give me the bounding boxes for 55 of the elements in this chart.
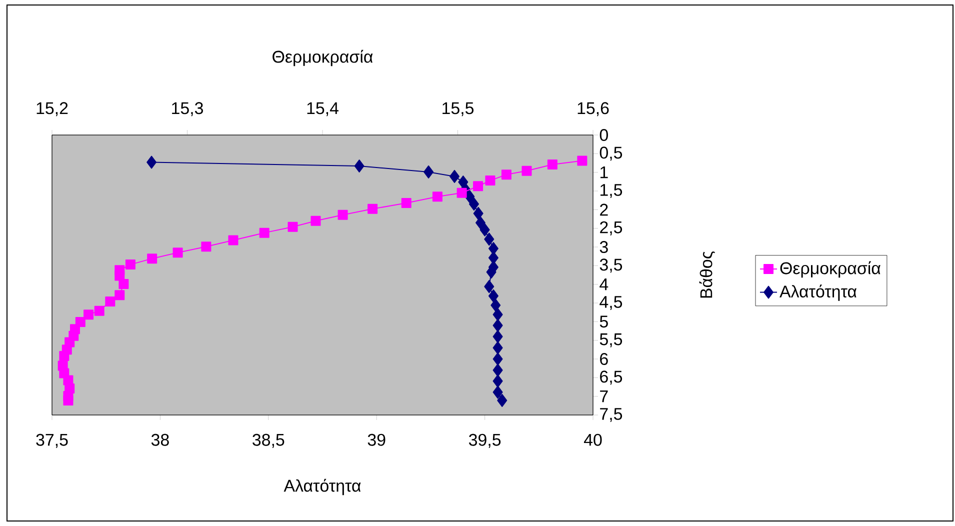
y-tick-label: 0 (600, 129, 608, 142)
y-tick-label: 6,5 (600, 370, 622, 385)
x-tick-label: 37,5 (36, 434, 68, 448)
x2-tick-label: 15,4 (307, 102, 338, 116)
point (424, 165, 434, 178)
point (480, 223, 490, 236)
point (492, 318, 503, 332)
point (488, 242, 498, 255)
y-tick-label: 0,5 (600, 146, 622, 161)
x-tick-label: 38,5 (252, 434, 284, 448)
y-tick-label: 3 (600, 241, 608, 254)
y-tick-label: 3,5 (600, 258, 622, 273)
point (473, 206, 484, 220)
point (450, 170, 460, 183)
point (492, 374, 503, 388)
point (468, 198, 479, 211)
legend-label: Θερμοκρασία (780, 261, 880, 278)
x2-tick-label: 15,5 (442, 102, 474, 116)
y-tick-label: 5,5 (600, 333, 622, 348)
y-tick-label: 6 (600, 353, 608, 366)
point (488, 251, 498, 264)
y-tick-label: 1 (600, 166, 608, 178)
x-tick-label: 39,5 (468, 434, 501, 448)
point (488, 289, 498, 302)
point (484, 280, 494, 294)
y-tick-label: 2 (600, 204, 608, 216)
point (146, 156, 157, 169)
x2-tick-label: 15,2 (36, 102, 68, 116)
x-tick-label: 39 (368, 434, 386, 446)
point (492, 341, 503, 354)
point (492, 364, 503, 377)
point (492, 330, 503, 344)
point (475, 216, 486, 230)
point (490, 298, 501, 312)
x2-tick-label: 15,3 (172, 102, 203, 116)
legend-label: Αλατότητα (780, 284, 857, 301)
point (492, 386, 503, 399)
y-tick-label: 7 (600, 390, 608, 402)
point (497, 394, 508, 407)
y-tick-label: 1,5 (600, 184, 622, 198)
x2-axis-title: Θερμοκρασία (272, 50, 373, 66)
x-tick-label: 38 (151, 434, 169, 446)
x-tick-label: 40 (584, 434, 602, 446)
y-tick-label: 5 (600, 316, 608, 328)
point (354, 159, 364, 172)
point (484, 232, 494, 246)
y-tick-label: 2,5 (600, 221, 622, 236)
x2-tick-label: 15,6 (578, 102, 609, 116)
y-axis-title: Βάθος (699, 251, 715, 298)
point (492, 352, 503, 366)
y-tick-label: 4 (600, 278, 608, 290)
x-axis-title: Αλατότητα (284, 478, 361, 496)
y-tick-label: 4,5 (600, 296, 622, 310)
point (492, 308, 503, 322)
y-tick-label: 7,5 (600, 408, 622, 422)
